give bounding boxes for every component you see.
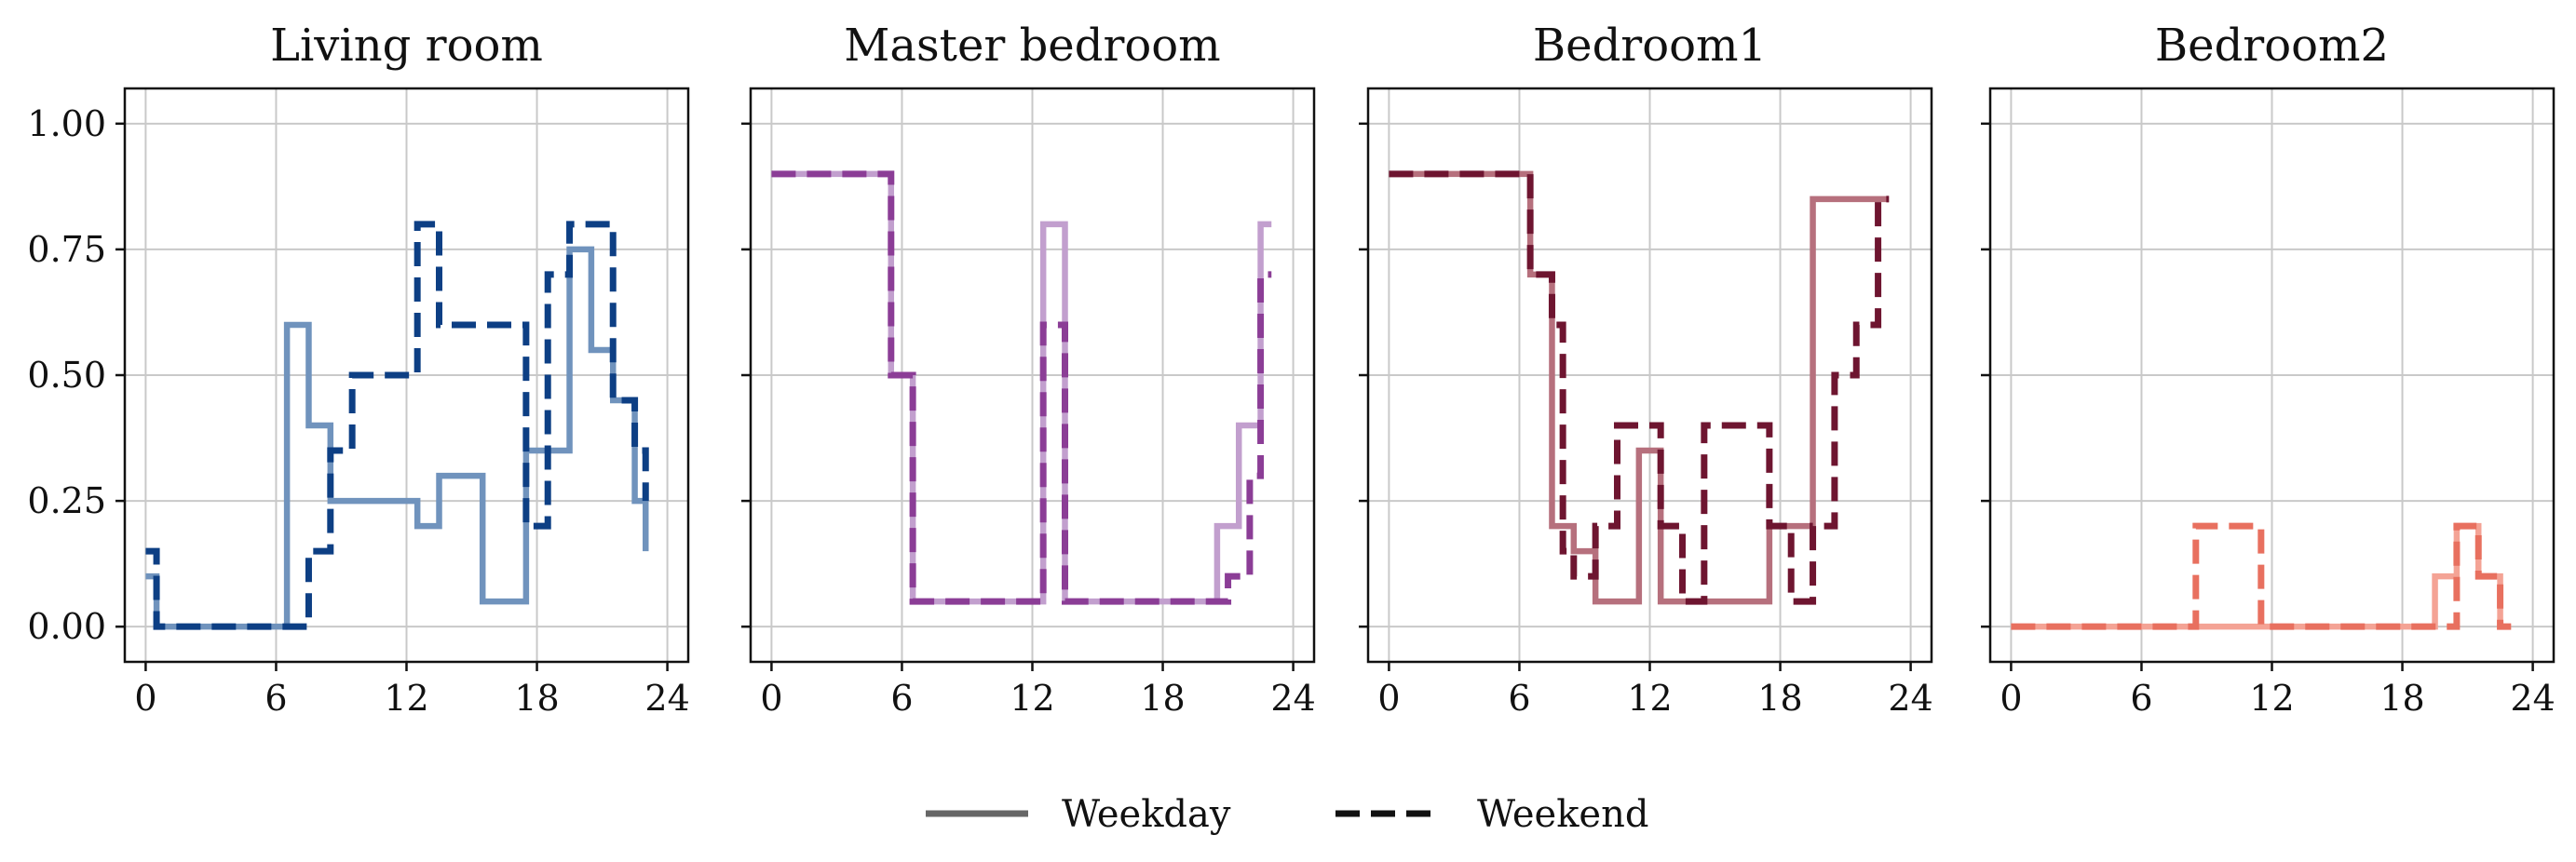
y-tick-label: 0.25 xyxy=(27,480,106,521)
x-tick-label: 6 xyxy=(2130,678,2152,719)
panel: 0 6 12 18 24 Bedroom1 xyxy=(1359,20,1933,719)
x-tick-label: 0 xyxy=(134,678,156,719)
legend: Weekday Weekend xyxy=(926,793,1648,836)
weekend-series-line xyxy=(2011,522,2512,630)
weekend-series-line xyxy=(771,170,1272,605)
x-tick-label: 12 xyxy=(1010,678,1054,719)
x-tick-label: 6 xyxy=(264,678,287,719)
x-tick-label: 24 xyxy=(1888,678,1932,719)
y-tick-label: 0.50 xyxy=(27,355,106,396)
weekend-series-line xyxy=(1389,170,1890,605)
x-tick-label: 12 xyxy=(2249,678,2294,719)
x-tick-label: 18 xyxy=(1757,678,1802,719)
x-tick-label: 18 xyxy=(2379,678,2424,719)
panel-title: Bedroom1 xyxy=(1533,20,1767,72)
x-tick-label: 6 xyxy=(890,678,913,719)
legend-weekend-label: Weekend xyxy=(1477,793,1648,836)
x-tick-label: 12 xyxy=(1627,678,1672,719)
weekday-series-line xyxy=(145,246,649,630)
panel-title: Master bedroom xyxy=(844,20,1220,72)
x-tick-label: 6 xyxy=(1508,678,1530,719)
x-tick-label: 12 xyxy=(384,678,428,719)
x-tick-label: 24 xyxy=(2510,678,2555,719)
x-tick-label: 24 xyxy=(1270,678,1315,719)
weekend-series-line xyxy=(145,221,649,630)
x-tick-label: 18 xyxy=(1140,678,1185,719)
y-tick-label: 0.00 xyxy=(27,606,106,647)
x-tick-label: 0 xyxy=(760,678,782,719)
panel: 0 6 12 18 24 0.00 0.25 0.50 0.75 1.00 Living room xyxy=(27,20,689,719)
x-tick-label: 18 xyxy=(514,678,559,719)
panel-title: Bedroom2 xyxy=(2155,20,2389,72)
x-tick-label: 0 xyxy=(1377,678,1400,719)
x-tick-label: 0 xyxy=(2000,678,2022,719)
x-tick-label: 24 xyxy=(644,678,689,719)
y-tick-label: 1.00 xyxy=(27,103,106,144)
panel: 0 6 12 18 24 Bedroom2 xyxy=(1981,20,2556,719)
legend-weekday-label: Weekday xyxy=(1062,793,1231,836)
panel-title: Living room xyxy=(270,20,543,72)
y-tick-label: 0.75 xyxy=(27,229,106,270)
panel: 0 6 12 18 24 Master bedroom xyxy=(741,20,1316,719)
weekday-series-line xyxy=(771,170,1272,605)
